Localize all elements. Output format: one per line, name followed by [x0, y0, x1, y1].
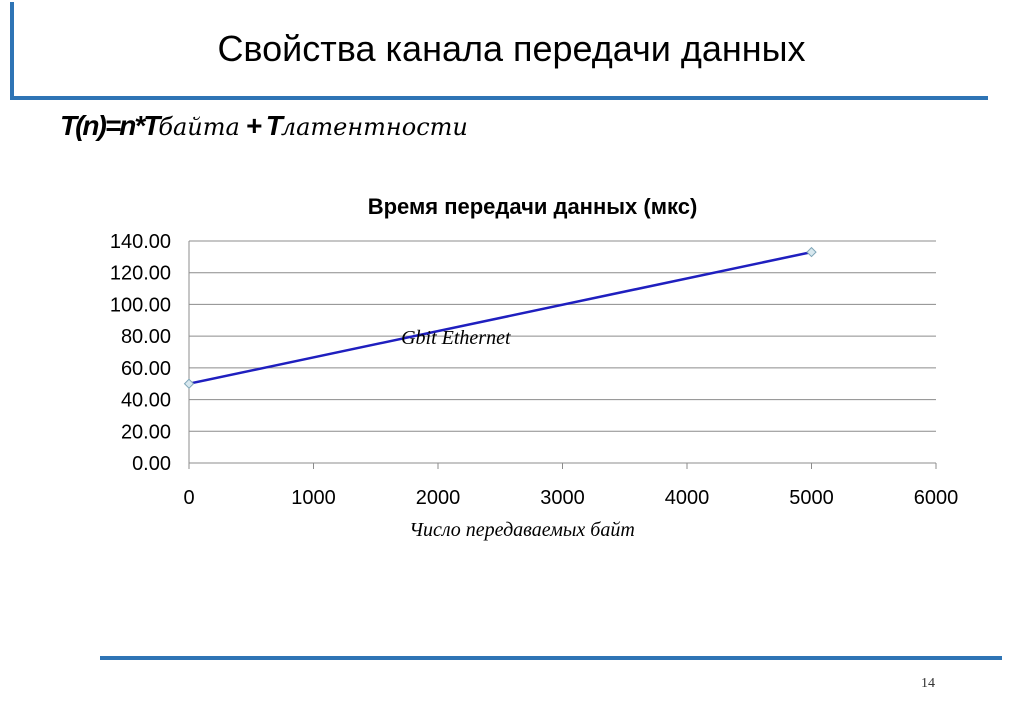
- x-tick-label: 2000: [416, 487, 461, 509]
- y-tick-label: 80.00: [121, 326, 171, 348]
- x-tick-label: 6000: [914, 487, 959, 509]
- left-accent-bar: [10, 2, 14, 99]
- formula-part-4: латентности: [280, 113, 468, 141]
- y-tick-label: 0.00: [132, 453, 171, 475]
- x-tick-label: 0: [183, 487, 194, 509]
- y-tick-label: 40.00: [121, 390, 171, 412]
- page-number: 14: [921, 676, 935, 691]
- y-tick-label: 20.00: [121, 421, 171, 443]
- series-line: [188, 250, 812, 385]
- y-tick-label: 60.00: [121, 358, 171, 380]
- y-tick-label: 120.00: [110, 263, 171, 285]
- title-underline: [10, 96, 988, 100]
- data-point: [806, 246, 817, 258]
- y-tick-label: 140.00: [110, 231, 171, 253]
- data-point: [183, 378, 195, 389]
- x-tick-label: 3000: [540, 487, 585, 509]
- formula-part-2: байта: [158, 113, 240, 141]
- x-tick-label: 1000: [291, 487, 336, 509]
- formula: T(n)=n*Tбайта + Tлатентности: [60, 110, 468, 142]
- y-tick-label: 100.00: [110, 294, 171, 316]
- formula-part-1: T(n)=n*T: [60, 110, 160, 141]
- slide-title: Свойства канала передачи данных: [217, 28, 806, 69]
- chart-title: Время передачи данных (мкс): [368, 194, 698, 219]
- formula-part-3: + T: [239, 110, 283, 141]
- x-tick-label: 4000: [665, 487, 710, 509]
- x-tick-label: 5000: [789, 487, 834, 509]
- series-annotation: Gbit Ethernet: [401, 327, 511, 349]
- footer-rule: [100, 656, 1002, 660]
- x-axis-label: Число передаваемых байт: [409, 519, 635, 541]
